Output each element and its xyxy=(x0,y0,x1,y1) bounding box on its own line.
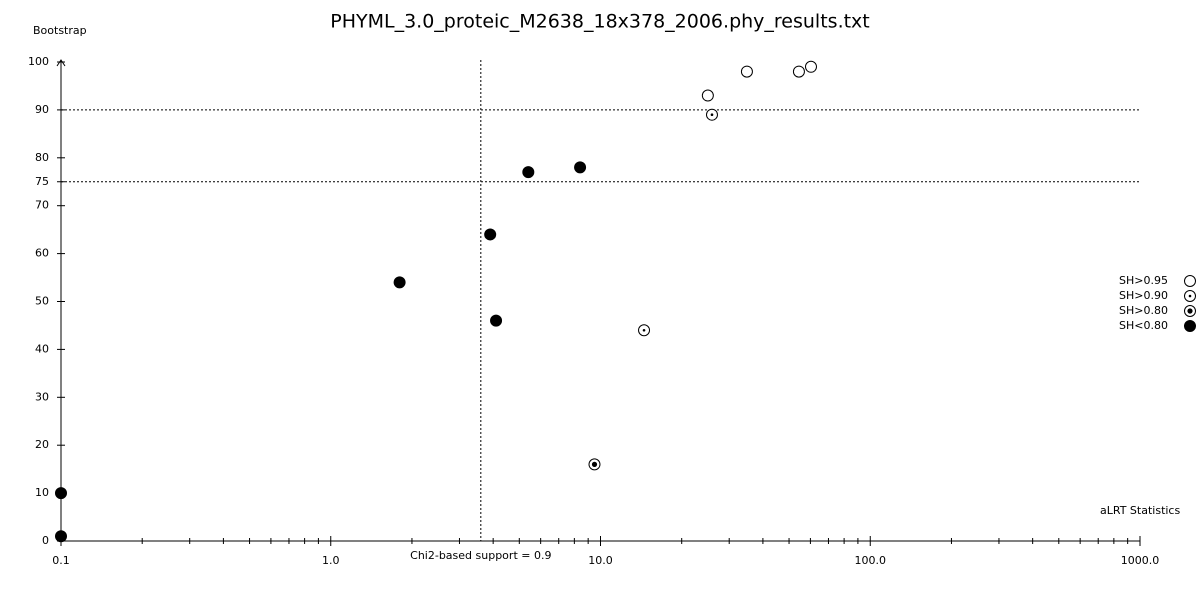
y-tick-label: 20 xyxy=(35,438,49,451)
x-tick-label: 10.0 xyxy=(588,554,613,567)
y-tick-label: 90 xyxy=(35,103,49,116)
chart-title: PHYML_3.0_proteic_M2638_18x378_2006.phy_… xyxy=(330,11,870,33)
x-tick-label: 100.0 xyxy=(855,554,887,567)
y-tick-label: 10 xyxy=(35,486,49,499)
y-tick-label: 0 xyxy=(42,534,49,547)
point xyxy=(1184,275,1196,287)
point xyxy=(484,228,497,241)
x-tick-label: 1000.0 xyxy=(1121,554,1160,567)
point xyxy=(393,276,406,289)
y-tick-label: 100 xyxy=(28,55,49,68)
y-axis-arrow xyxy=(56,59,66,67)
point xyxy=(740,65,753,78)
legend-label: SH<0.80 xyxy=(1119,319,1168,332)
legend-label: SH>0.90 xyxy=(1119,289,1168,302)
y-tick-label: 75 xyxy=(35,175,49,188)
y-tick-label: 50 xyxy=(35,295,49,308)
point xyxy=(55,530,67,543)
y-tick-label: 30 xyxy=(35,390,49,403)
legend-label: SH>0.80 xyxy=(1119,304,1168,317)
y-tick-label: 70 xyxy=(35,199,49,212)
reference-label: Chi2-based support = 0.9 xyxy=(410,549,551,562)
point-center xyxy=(710,113,714,116)
point-center xyxy=(591,461,598,467)
point xyxy=(490,314,503,327)
point-center xyxy=(642,328,646,332)
y-tick-label: 60 xyxy=(35,247,49,260)
legend-label: SH>0.95 xyxy=(1119,274,1168,287)
point xyxy=(522,166,535,179)
x-tick-label: 1.0 xyxy=(322,554,340,567)
point-center xyxy=(1187,308,1193,314)
y-axis-label: Bootstrap xyxy=(33,24,87,37)
point xyxy=(701,89,714,102)
point xyxy=(55,487,67,500)
point xyxy=(574,161,587,174)
x-axis-label: aLRT Statistics xyxy=(1100,504,1180,517)
y-tick-label: 40 xyxy=(35,342,49,355)
point xyxy=(1184,320,1196,332)
x-tick-label: 0.1 xyxy=(52,554,70,567)
point xyxy=(804,60,817,73)
y-tick-label: 80 xyxy=(35,151,49,164)
point-center xyxy=(1188,294,1192,298)
point xyxy=(792,65,805,78)
